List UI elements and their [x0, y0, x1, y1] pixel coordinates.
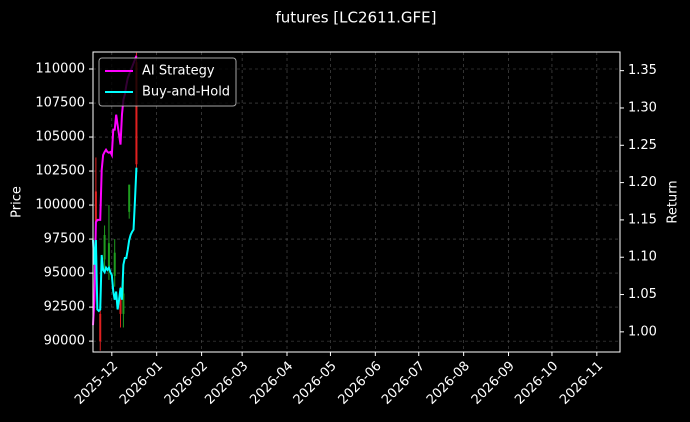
candle-body [119, 297, 122, 314]
y-tick-label: 102500 [35, 164, 85, 179]
y2-tick-label: 1.20 [628, 175, 657, 190]
candle-body [103, 234, 106, 260]
legend-box [98, 57, 237, 107]
y-tick-label: 105000 [35, 130, 85, 145]
legend-label: Buy-and-Hold [142, 85, 230, 100]
candle-body [113, 252, 116, 276]
chart-title: futures [LC2611.GFE] [275, 9, 436, 27]
y2-tick-label: 1.00 [628, 324, 657, 339]
y2-tick-label: 1.15 [628, 212, 657, 227]
y-tick-label: 92500 [44, 300, 85, 315]
y2-tick-label: 1.25 [628, 138, 657, 153]
legend-label: AI Strategy [142, 64, 215, 79]
y2-tick-label: 1.10 [628, 250, 657, 265]
y-tick-label: 107500 [35, 96, 85, 111]
y-tick-label: 110000 [35, 62, 85, 77]
y-tick-label: 95000 [44, 266, 85, 281]
y-tick-label: 100000 [35, 198, 85, 213]
candle-body [135, 62, 138, 165]
y-tick-label: 97500 [44, 232, 85, 247]
y2-tick-label: 1.35 [628, 63, 657, 78]
y-axis-label: Price [10, 186, 25, 218]
y2-tick-label: 1.30 [628, 100, 657, 115]
plot-frame [92, 51, 621, 353]
candle-body [94, 191, 97, 222]
candle-body [99, 313, 102, 342]
series-line [92, 167, 138, 313]
candle-body [107, 243, 110, 267]
y2-tick-label: 1.05 [628, 287, 657, 302]
y-tick-label: 90000 [44, 334, 85, 349]
candle-body [128, 184, 131, 212]
y2-axis-label: Return [666, 180, 681, 223]
candle-body [122, 293, 125, 314]
